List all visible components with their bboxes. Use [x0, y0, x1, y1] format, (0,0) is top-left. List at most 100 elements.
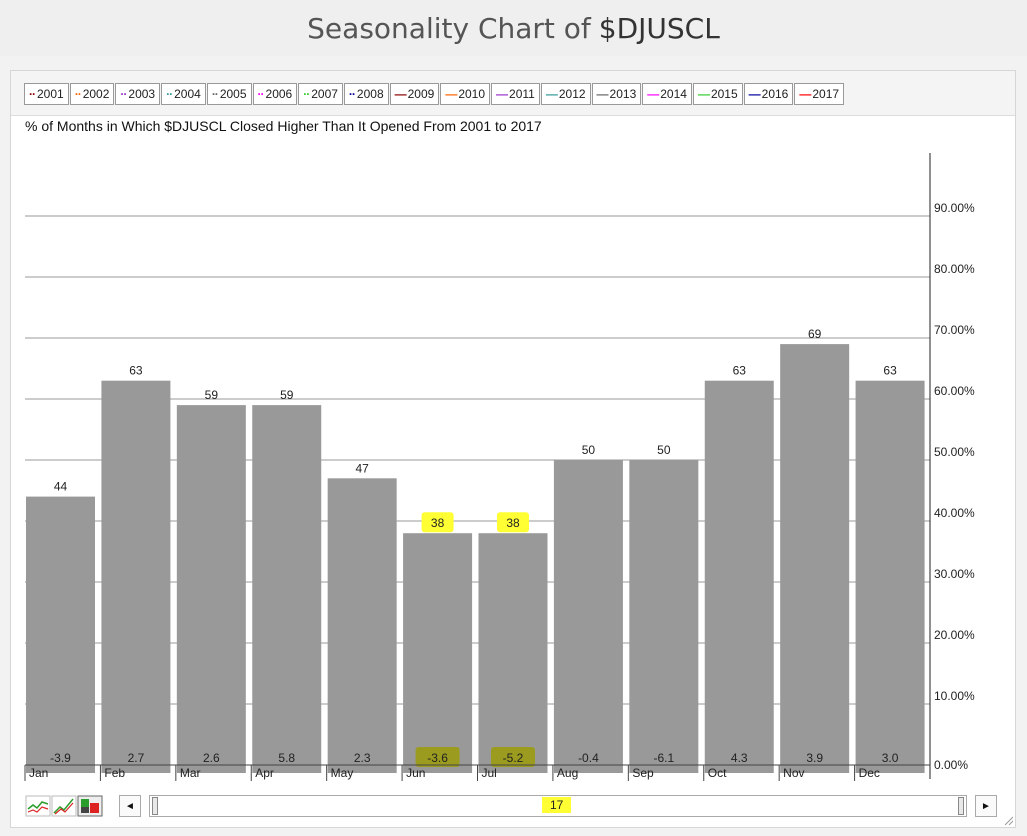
x-tick-label: Dec [859, 766, 880, 780]
legend-swatch-icon: ·· [257, 87, 265, 101]
chart-subtitle: % of Months in Which $DJUSCL Closed High… [25, 118, 542, 134]
legend-item-2010[interactable]: —2010 [440, 83, 491, 105]
legend-swatch-icon: ·· [74, 87, 82, 101]
bar-dec [855, 380, 925, 773]
year-count-label: 17 [542, 797, 572, 813]
year-range-scroller[interactable]: ◄ 17 ► [119, 795, 997, 819]
legend-item-2001[interactable]: ·· 2001 [24, 83, 69, 105]
legend-label: 2007 [311, 87, 338, 101]
avg-return-label: -6.1 [653, 751, 674, 765]
bar-value-label: 59 [205, 388, 219, 402]
legend-item-2006[interactable]: ·· 2006 [252, 83, 298, 105]
bar-value-label: 63 [883, 364, 897, 378]
x-tick-label: Mar [180, 766, 201, 780]
legend-label: 2012 [558, 87, 586, 101]
scroll-handle-left[interactable] [152, 797, 158, 815]
legend-swatch-icon: — [496, 87, 508, 101]
bar-feb [101, 380, 171, 773]
legend-item-2017[interactable]: —2017 [794, 83, 845, 105]
y-tick-label: 90.00% [934, 201, 975, 215]
legend-item-2005[interactable]: ·· 2005 [206, 83, 252, 105]
scroll-right-button[interactable]: ► [975, 795, 997, 817]
legend-label: 2013 [609, 87, 637, 101]
bar-value-label: 38 [506, 516, 520, 530]
avg-return-label: 2.3 [354, 751, 371, 765]
legend-item-2004[interactable]: ·· 2004 [161, 83, 206, 105]
avg-return-label: 2.6 [203, 751, 220, 765]
legend-label: 2011 [509, 87, 535, 101]
y-tick-label: 40.00% [934, 506, 975, 520]
return-label-highlight [415, 747, 460, 767]
legend-label: 2008 [356, 87, 384, 101]
avg-return-label: 3.9 [806, 751, 823, 765]
legend-label: 2003 [128, 87, 156, 101]
scroll-track[interactable]: 17 [149, 795, 967, 817]
bar-value-label: 69 [808, 327, 822, 341]
bar-nov [780, 344, 850, 773]
legend-bar: ·· 2001 ·· 2002 ·· 2003 ·· 2004 ·· 2005 ·· 2006 ·· 20… [11, 71, 1015, 116]
bar-value-label: 47 [355, 461, 369, 475]
x-tick-label: Nov [783, 766, 804, 780]
legend-swatch-icon: ·· [29, 87, 36, 101]
bar-sep [629, 460, 699, 773]
bar-value-label: 50 [657, 443, 671, 457]
legend-item-2009[interactable]: —2009 [389, 83, 440, 105]
legend-item-2014[interactable]: —2014 [642, 83, 692, 105]
legend-swatch-icon: ·· [211, 87, 219, 101]
legend-item-2013[interactable]: —2013 [591, 83, 642, 105]
bar-may [327, 478, 397, 773]
avg-return-label: 5.8 [278, 751, 295, 765]
chart-panel: ·· 2001 ·· 2002 ·· 2003 ·· 2004 ·· 2005 ·· 2006 ·· 20… [10, 70, 1016, 828]
legend-item-2015[interactable]: —2015 [692, 83, 743, 105]
legend-swatch-icon: ·· [303, 87, 310, 101]
avg-return-label: -3.9 [50, 751, 71, 765]
legend-item-2011[interactable]: —2011 [491, 83, 540, 105]
x-tick-label: Jan [29, 766, 48, 780]
bar-value-label: 50 [582, 443, 596, 457]
y-tick-label: 10.00% [934, 689, 975, 703]
legend-swatch-icon: — [647, 87, 659, 101]
y-tick-label: 20.00% [934, 628, 975, 642]
seasonality-bars-icon[interactable] [77, 795, 103, 817]
legend-swatch-icon: — [545, 87, 558, 101]
y-tick-label: 80.00% [934, 262, 975, 276]
legend-label: 2010 [458, 87, 486, 101]
y-tick-label: 0.00% [934, 758, 968, 772]
chart-type-toolbar [25, 795, 103, 817]
legend-item-2003[interactable]: ·· 2003 [115, 83, 161, 105]
x-tick-label: Apr [255, 766, 274, 780]
resize-grip-icon[interactable] [1003, 815, 1013, 825]
y-tick-label: 50.00% [934, 445, 975, 459]
legend-item-2012[interactable]: —2012 [540, 83, 591, 105]
legend-label: 2006 [265, 87, 293, 101]
legend-swatch-icon: ·· [348, 87, 356, 101]
value-label-highlight [497, 512, 529, 533]
scroll-handle-right[interactable] [958, 797, 964, 815]
legend-item-2007[interactable]: ·· 2007 [298, 83, 343, 105]
avg-return-label: 4.3 [731, 751, 748, 765]
legend-item-2016[interactable]: —2016 [743, 83, 794, 105]
avg-return-label: -0.4 [578, 751, 599, 765]
bar-jul [478, 533, 548, 773]
line-chart-icon[interactable] [25, 795, 51, 817]
x-tick-label: Jun [406, 766, 425, 780]
x-tick-label: Feb [104, 766, 125, 780]
bar-value-label: 59 [280, 388, 294, 402]
legend-item-2008[interactable]: ·· 2008 [343, 83, 389, 105]
avg-return-label: -3.6 [427, 751, 448, 765]
legend-label: 2005 [219, 87, 247, 101]
year-legend: ·· 2001 ·· 2002 ·· 2003 ·· 2004 ·· 2005 ·· 2006 ·· 20… [24, 83, 845, 105]
page-title-symbol: $DJUSCL [598, 11, 720, 45]
legend-label: 2002 [82, 87, 110, 101]
scroll-left-button[interactable]: ◄ [119, 795, 141, 817]
legend-item-2002[interactable]: ·· 2002 [69, 83, 115, 105]
bar-value-label: 44 [54, 480, 68, 494]
performance-chart-icon[interactable] [51, 795, 77, 817]
legend-label: 2016 [761, 87, 789, 101]
x-tick-label: May [331, 766, 354, 780]
legend-swatch-icon: ·· [120, 87, 127, 101]
legend-swatch-icon: — [394, 87, 407, 101]
bar-value-label: 63 [733, 364, 747, 378]
bar-value-label: 38 [431, 516, 445, 530]
x-tick-label: Oct [708, 766, 727, 780]
